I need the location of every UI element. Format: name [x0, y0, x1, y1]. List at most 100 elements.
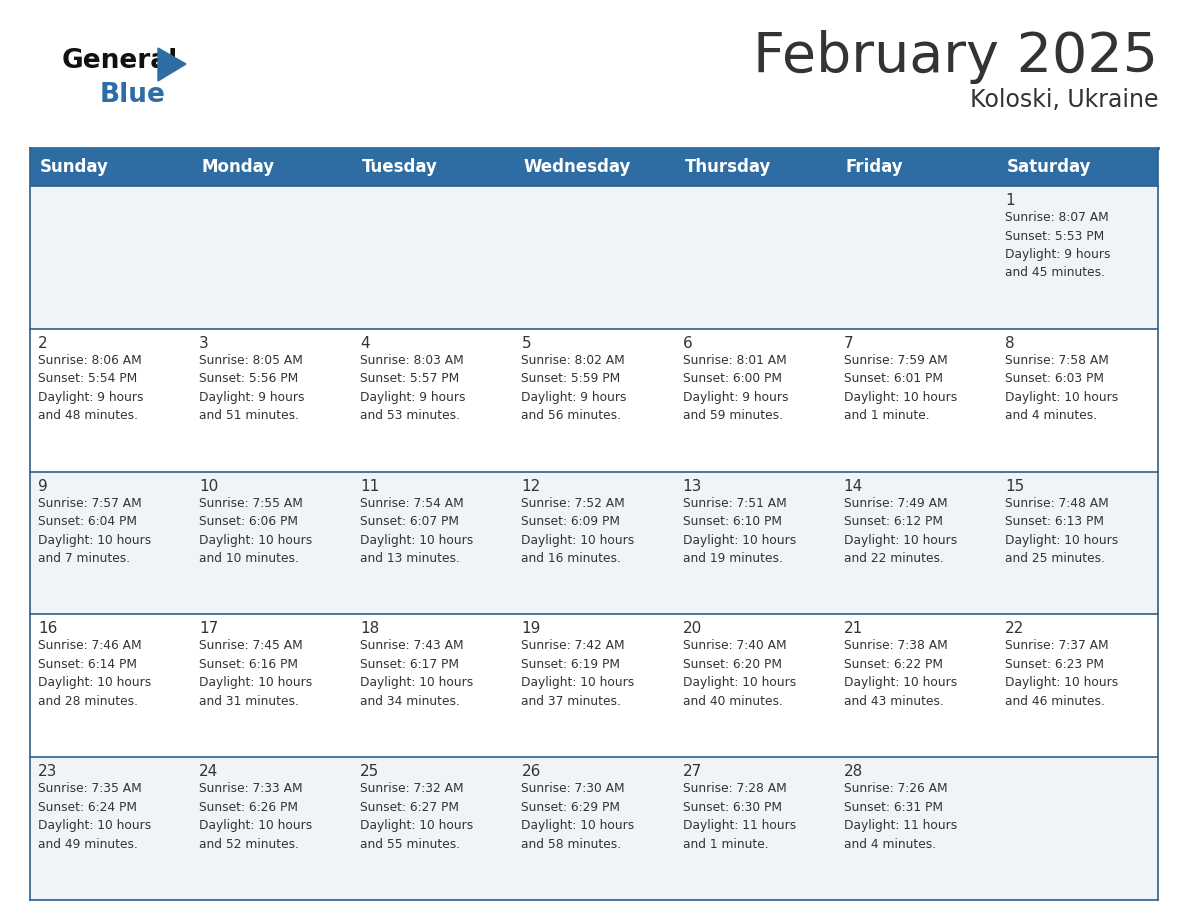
Text: Sunrise: 7:45 AM
Sunset: 6:16 PM
Daylight: 10 hours
and 31 minutes.: Sunrise: 7:45 AM Sunset: 6:16 PM Dayligh… — [200, 640, 312, 708]
Text: Tuesday: Tuesday — [362, 158, 438, 176]
Text: 28: 28 — [843, 764, 862, 779]
Text: February 2025: February 2025 — [753, 30, 1158, 84]
Text: 7: 7 — [843, 336, 853, 351]
Text: Wednesday: Wednesday — [524, 158, 631, 176]
Bar — [513, 614, 675, 757]
Text: Thursday: Thursday — [684, 158, 771, 176]
Text: Sunrise: 7:58 AM
Sunset: 6:03 PM
Daylight: 10 hours
and 4 minutes.: Sunrise: 7:58 AM Sunset: 6:03 PM Dayligh… — [1005, 353, 1118, 422]
Text: Sunrise: 7:43 AM
Sunset: 6:17 PM
Daylight: 10 hours
and 34 minutes.: Sunrise: 7:43 AM Sunset: 6:17 PM Dayligh… — [360, 640, 474, 708]
Bar — [835, 757, 997, 900]
Text: Sunday: Sunday — [40, 158, 109, 176]
Bar — [835, 186, 997, 329]
Polygon shape — [158, 48, 187, 81]
Bar — [675, 329, 835, 472]
Bar — [191, 614, 353, 757]
Bar — [353, 757, 513, 900]
Text: 15: 15 — [1005, 478, 1024, 494]
Bar — [30, 472, 191, 614]
Bar — [513, 757, 675, 900]
Text: Sunrise: 7:38 AM
Sunset: 6:22 PM
Daylight: 10 hours
and 43 minutes.: Sunrise: 7:38 AM Sunset: 6:22 PM Dayligh… — [843, 640, 958, 708]
Text: Friday: Friday — [846, 158, 903, 176]
Text: 11: 11 — [360, 478, 379, 494]
Text: Sunrise: 7:32 AM
Sunset: 6:27 PM
Daylight: 10 hours
and 55 minutes.: Sunrise: 7:32 AM Sunset: 6:27 PM Dayligh… — [360, 782, 474, 851]
Text: 3: 3 — [200, 336, 209, 351]
Bar — [353, 186, 513, 329]
Text: 2: 2 — [38, 336, 48, 351]
Text: Koloski, Ukraine: Koloski, Ukraine — [969, 88, 1158, 112]
Text: Sunrise: 7:42 AM
Sunset: 6:19 PM
Daylight: 10 hours
and 37 minutes.: Sunrise: 7:42 AM Sunset: 6:19 PM Dayligh… — [522, 640, 634, 708]
Text: 1: 1 — [1005, 193, 1015, 208]
Text: 20: 20 — [683, 621, 702, 636]
Bar — [675, 186, 835, 329]
Bar — [513, 329, 675, 472]
Text: Sunrise: 7:37 AM
Sunset: 6:23 PM
Daylight: 10 hours
and 46 minutes.: Sunrise: 7:37 AM Sunset: 6:23 PM Dayligh… — [1005, 640, 1118, 708]
Text: 10: 10 — [200, 478, 219, 494]
Text: 9: 9 — [38, 478, 48, 494]
Text: Sunrise: 7:59 AM
Sunset: 6:01 PM
Daylight: 10 hours
and 1 minute.: Sunrise: 7:59 AM Sunset: 6:01 PM Dayligh… — [843, 353, 958, 422]
Text: Sunrise: 8:07 AM
Sunset: 5:53 PM
Daylight: 9 hours
and 45 minutes.: Sunrise: 8:07 AM Sunset: 5:53 PM Dayligh… — [1005, 211, 1111, 279]
Bar — [353, 472, 513, 614]
Bar — [835, 329, 997, 472]
Bar — [30, 614, 191, 757]
Bar — [30, 757, 191, 900]
Text: 22: 22 — [1005, 621, 1024, 636]
Text: 13: 13 — [683, 478, 702, 494]
Text: Sunrise: 7:55 AM
Sunset: 6:06 PM
Daylight: 10 hours
and 10 minutes.: Sunrise: 7:55 AM Sunset: 6:06 PM Dayligh… — [200, 497, 312, 565]
Text: General: General — [62, 48, 178, 74]
Text: Sunrise: 7:33 AM
Sunset: 6:26 PM
Daylight: 10 hours
and 52 minutes.: Sunrise: 7:33 AM Sunset: 6:26 PM Dayligh… — [200, 782, 312, 851]
Text: 23: 23 — [38, 764, 57, 779]
Text: 26: 26 — [522, 764, 541, 779]
Bar — [997, 186, 1158, 329]
Text: Sunrise: 8:06 AM
Sunset: 5:54 PM
Daylight: 9 hours
and 48 minutes.: Sunrise: 8:06 AM Sunset: 5:54 PM Dayligh… — [38, 353, 144, 422]
Bar — [513, 472, 675, 614]
Bar — [30, 148, 1158, 186]
Bar — [835, 472, 997, 614]
Bar — [835, 614, 997, 757]
Text: Sunrise: 7:51 AM
Sunset: 6:10 PM
Daylight: 10 hours
and 19 minutes.: Sunrise: 7:51 AM Sunset: 6:10 PM Dayligh… — [683, 497, 796, 565]
Text: 5: 5 — [522, 336, 531, 351]
Text: Sunrise: 8:01 AM
Sunset: 6:00 PM
Daylight: 9 hours
and 59 minutes.: Sunrise: 8:01 AM Sunset: 6:00 PM Dayligh… — [683, 353, 788, 422]
Text: Sunrise: 7:54 AM
Sunset: 6:07 PM
Daylight: 10 hours
and 13 minutes.: Sunrise: 7:54 AM Sunset: 6:07 PM Dayligh… — [360, 497, 474, 565]
Bar — [191, 186, 353, 329]
Bar — [191, 472, 353, 614]
Bar — [191, 329, 353, 472]
Text: 17: 17 — [200, 621, 219, 636]
Text: Blue: Blue — [100, 82, 166, 108]
Text: 12: 12 — [522, 478, 541, 494]
Text: Sunrise: 8:02 AM
Sunset: 5:59 PM
Daylight: 9 hours
and 56 minutes.: Sunrise: 8:02 AM Sunset: 5:59 PM Dayligh… — [522, 353, 627, 422]
Text: 18: 18 — [360, 621, 379, 636]
Text: 6: 6 — [683, 336, 693, 351]
Text: Saturday: Saturday — [1007, 158, 1092, 176]
Text: 19: 19 — [522, 621, 541, 636]
Bar — [675, 757, 835, 900]
Text: 27: 27 — [683, 764, 702, 779]
Text: Sunrise: 8:05 AM
Sunset: 5:56 PM
Daylight: 9 hours
and 51 minutes.: Sunrise: 8:05 AM Sunset: 5:56 PM Dayligh… — [200, 353, 304, 422]
Text: 24: 24 — [200, 764, 219, 779]
Bar — [191, 757, 353, 900]
Text: 21: 21 — [843, 621, 862, 636]
Text: Sunrise: 7:57 AM
Sunset: 6:04 PM
Daylight: 10 hours
and 7 minutes.: Sunrise: 7:57 AM Sunset: 6:04 PM Dayligh… — [38, 497, 151, 565]
Text: 14: 14 — [843, 478, 862, 494]
Text: Sunrise: 7:30 AM
Sunset: 6:29 PM
Daylight: 10 hours
and 58 minutes.: Sunrise: 7:30 AM Sunset: 6:29 PM Dayligh… — [522, 782, 634, 851]
Text: Sunrise: 7:40 AM
Sunset: 6:20 PM
Daylight: 10 hours
and 40 minutes.: Sunrise: 7:40 AM Sunset: 6:20 PM Dayligh… — [683, 640, 796, 708]
Text: 16: 16 — [38, 621, 57, 636]
Text: Sunrise: 7:26 AM
Sunset: 6:31 PM
Daylight: 11 hours
and 4 minutes.: Sunrise: 7:26 AM Sunset: 6:31 PM Dayligh… — [843, 782, 958, 851]
Text: Sunrise: 7:48 AM
Sunset: 6:13 PM
Daylight: 10 hours
and 25 minutes.: Sunrise: 7:48 AM Sunset: 6:13 PM Dayligh… — [1005, 497, 1118, 565]
Text: 4: 4 — [360, 336, 369, 351]
Text: Sunrise: 7:28 AM
Sunset: 6:30 PM
Daylight: 11 hours
and 1 minute.: Sunrise: 7:28 AM Sunset: 6:30 PM Dayligh… — [683, 782, 796, 851]
Text: Sunrise: 7:52 AM
Sunset: 6:09 PM
Daylight: 10 hours
and 16 minutes.: Sunrise: 7:52 AM Sunset: 6:09 PM Dayligh… — [522, 497, 634, 565]
Text: Sunrise: 8:03 AM
Sunset: 5:57 PM
Daylight: 9 hours
and 53 minutes.: Sunrise: 8:03 AM Sunset: 5:57 PM Dayligh… — [360, 353, 466, 422]
Bar — [353, 329, 513, 472]
Bar — [997, 614, 1158, 757]
Bar — [997, 329, 1158, 472]
Text: Sunrise: 7:35 AM
Sunset: 6:24 PM
Daylight: 10 hours
and 49 minutes.: Sunrise: 7:35 AM Sunset: 6:24 PM Dayligh… — [38, 782, 151, 851]
Text: Sunrise: 7:46 AM
Sunset: 6:14 PM
Daylight: 10 hours
and 28 minutes.: Sunrise: 7:46 AM Sunset: 6:14 PM Dayligh… — [38, 640, 151, 708]
Bar — [997, 757, 1158, 900]
Text: Sunrise: 7:49 AM
Sunset: 6:12 PM
Daylight: 10 hours
and 22 minutes.: Sunrise: 7:49 AM Sunset: 6:12 PM Dayligh… — [843, 497, 958, 565]
Text: 8: 8 — [1005, 336, 1015, 351]
Bar — [675, 472, 835, 614]
Bar — [675, 614, 835, 757]
Bar — [30, 329, 191, 472]
Bar — [997, 472, 1158, 614]
Text: 25: 25 — [360, 764, 379, 779]
